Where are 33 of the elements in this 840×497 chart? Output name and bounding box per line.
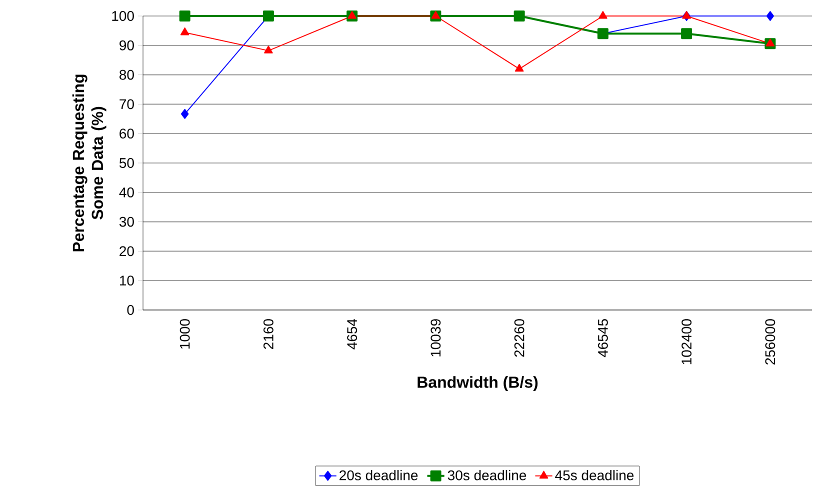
point	[514, 64, 524, 72]
point	[766, 38, 775, 46]
x-tick-label: 2160	[263, 319, 274, 349]
y-tick-label: 100	[112, 11, 134, 21]
y-tick-label: 0	[127, 305, 134, 315]
x-tick-label: 22260	[514, 319, 524, 357]
y-tick-label: 40	[119, 187, 134, 198]
point	[180, 108, 189, 119]
x-tick-label: 102400	[682, 319, 692, 364]
y-tick-label: 50	[119, 158, 134, 168]
x-tick-label: 256000	[765, 319, 776, 365]
y-tick-label: 70	[120, 99, 134, 110]
x-tick-label: 4654	[347, 318, 358, 350]
x-tick-label: 46545	[598, 319, 608, 358]
point	[180, 27, 190, 36]
point	[179, 10, 190, 22]
point	[766, 10, 774, 21]
legend-label: 20s deadline	[340, 470, 418, 480]
legend-label: 45s deadline	[555, 470, 634, 480]
y-tick-label: 10	[120, 276, 134, 286]
x-tick-label: 1000	[180, 319, 190, 349]
point	[598, 10, 608, 19]
y-tick-label: 20	[120, 246, 134, 256]
point	[264, 46, 273, 54]
x-tick-label: 10039	[430, 319, 441, 356]
y-tick-label: 80	[120, 70, 134, 80]
x-axis-title: Bandwidth (B/s)	[418, 376, 538, 392]
y-tick-label: 90	[120, 40, 134, 50]
point	[681, 28, 692, 40]
y-axis-title: Percentage Requesting Some Data (%)	[72, 74, 106, 252]
y-tick-label: 30	[119, 216, 134, 227]
legend-label: 30s deadline	[448, 470, 526, 480]
y-tick-label: 60	[120, 128, 134, 139]
